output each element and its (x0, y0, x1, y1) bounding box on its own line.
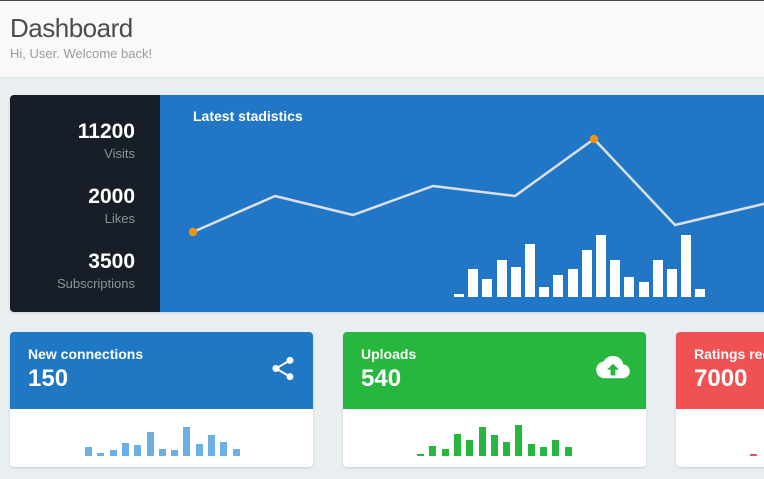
sparkline-bar (429, 446, 437, 456)
stat-likes-value: 2000 (88, 185, 135, 208)
sparkline-bar (564, 447, 572, 456)
card-ratings-received-header: Ratings received 7000 (676, 332, 764, 409)
sparkline-bar (750, 454, 757, 456)
chart-title: Latest stadistics (193, 108, 303, 124)
sparkline-bar (482, 279, 493, 297)
sparkline-bar (581, 250, 592, 297)
sparkline-bar (567, 269, 578, 297)
stats-widget: 11200 Visits 2000 Likes 3500 Subscriptio… (10, 95, 764, 312)
sparkline-bar (652, 260, 663, 297)
sparkline-bar (195, 444, 203, 456)
sparkline-bar (610, 260, 621, 297)
page-header: Dashboard Hi, User. Welcome back! (0, 1, 764, 78)
sparkline-bar (466, 440, 474, 456)
trend-dot (188, 227, 198, 237)
sparkline-bar (85, 447, 92, 456)
trend-line (191, 137, 764, 234)
sparkline-bar (208, 435, 215, 456)
card-uploads-value: 540 (361, 365, 402, 392)
sparkline-bar (525, 244, 535, 297)
card-uploads-label: Uploads (361, 346, 417, 362)
sparkline-bar (441, 449, 449, 456)
sparkline-bar (681, 235, 692, 297)
stat-likes: 2000 Likes (10, 184, 160, 227)
sparkline-bar (134, 445, 142, 456)
sparkline-bar (510, 267, 521, 297)
sparkline-bar (553, 275, 564, 297)
summary-cards-row: New connections 150 Uploads 540 (10, 332, 764, 467)
card-new-connections-label: New connections (28, 346, 144, 362)
card-ratings-received[interactable]: Ratings received 7000 (676, 332, 764, 467)
sparkline-bar (158, 449, 166, 456)
sparkline-bar (503, 442, 511, 456)
sparkline-bar (109, 450, 117, 456)
trend-dot (589, 134, 599, 144)
card-new-connections-header: New connections 150 (10, 332, 313, 409)
sparkline-bar (453, 434, 461, 456)
sparkline-bar (596, 235, 606, 297)
sparkline-bar (496, 260, 507, 297)
sparkline-bar (232, 449, 240, 456)
sparkline-bar (539, 287, 550, 297)
stat-visits-label: Visits (104, 146, 135, 161)
sparkline-bar (624, 277, 635, 297)
stat-subscriptions-label: Subscriptions (56, 276, 135, 291)
sparkline-bar (146, 432, 154, 456)
sparkline-bar (638, 282, 649, 297)
statistics-bar-chart (160, 95, 764, 312)
sparkline-bar (468, 269, 479, 297)
share-icon (269, 354, 297, 387)
statistics-chart-panel: Latest stadistics (160, 95, 764, 312)
card-new-connections[interactable]: New connections 150 (10, 332, 313, 467)
sparkline-bar (97, 453, 105, 456)
card-uploads-header: Uploads 540 (343, 332, 646, 409)
stat-likes-label: Likes (104, 211, 135, 226)
stat-visits: 11200 Visits (10, 119, 160, 162)
card-uploads-sparkline (343, 409, 646, 467)
sparkline-bar (552, 440, 560, 456)
card-uploads[interactable]: Uploads 540 (343, 332, 646, 467)
trend-dot-markers (188, 134, 599, 237)
sparkline-bar (220, 442, 228, 456)
card-new-connections-value: 150 (28, 365, 69, 392)
window-top-border (0, 0, 764, 1)
sparkline-bar (183, 427, 191, 456)
sparkline-bar (695, 289, 706, 297)
cloud-upload-icon (596, 354, 630, 387)
sparkline-bar (417, 454, 424, 456)
sparkline-bar (527, 444, 535, 456)
card-ratings-received-sparkline (676, 409, 764, 467)
card-new-connections-sparkline (10, 409, 313, 467)
dashboard-content: 11200 Visits 2000 Likes 3500 Subscriptio… (0, 78, 764, 478)
stats-summary-panel: 11200 Visits 2000 Likes 3500 Subscriptio… (10, 95, 160, 312)
sparkline-bar (478, 427, 486, 456)
sparkline-bar (121, 443, 129, 456)
card-ratings-received-label: Ratings received (694, 346, 764, 362)
stat-subscriptions: 3500 Subscriptions (10, 249, 160, 292)
sparkline-bar (667, 269, 677, 297)
sparkline-bar (490, 435, 498, 456)
page-subtitle: Hi, User. Welcome back! (10, 46, 153, 61)
stat-visits-value: 11200 (77, 120, 135, 143)
stat-subscriptions-value: 3500 (88, 250, 135, 273)
sparkline-bar (171, 450, 179, 456)
sparkline-bar (540, 447, 547, 456)
trend-line-chart (188, 134, 764, 237)
card-ratings-received-value: 7000 (694, 365, 748, 392)
sparkline-bar (515, 425, 523, 456)
page-title: Dashboard (10, 13, 133, 43)
sparkline-bar (454, 294, 464, 297)
